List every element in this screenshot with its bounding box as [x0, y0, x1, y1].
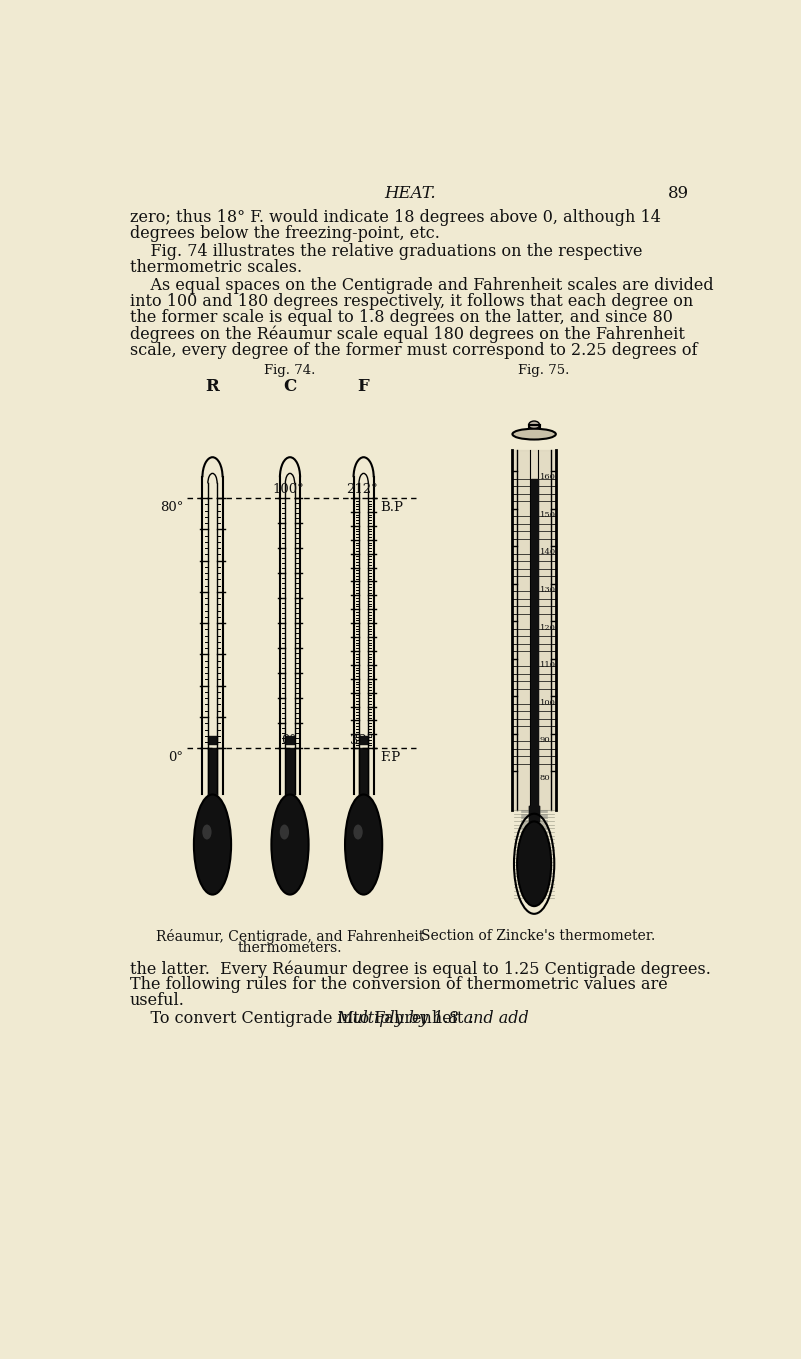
Ellipse shape [194, 795, 231, 894]
Text: 120: 120 [540, 624, 555, 632]
Ellipse shape [280, 825, 289, 840]
Text: 80: 80 [540, 773, 550, 781]
Text: 140: 140 [540, 549, 556, 556]
Text: 80°: 80° [159, 501, 183, 514]
Text: thermometric scales.: thermometric scales. [130, 260, 302, 276]
Text: 100: 100 [540, 699, 555, 707]
Text: 130: 130 [540, 586, 556, 594]
Text: thermometers.: thermometers. [238, 940, 342, 955]
Text: 32°: 32° [350, 734, 374, 746]
Text: scale, every degree of the former must correspond to 2.25 degrees of: scale, every degree of the former must c… [130, 341, 697, 359]
Text: 100°: 100° [272, 484, 304, 496]
Ellipse shape [345, 795, 382, 894]
Text: 89: 89 [668, 185, 689, 201]
Text: Section of Zincke's thermometer.: Section of Zincke's thermometer. [421, 930, 655, 943]
Text: the former scale is equal to 1.8 degrees on the latter, and since 80: the former scale is equal to 1.8 degrees… [130, 310, 673, 326]
Text: B.P: B.P [380, 501, 403, 514]
Ellipse shape [529, 421, 540, 428]
Text: into 100 and 180 degrees respectively, it follows that each degree on: into 100 and 180 degrees respectively, i… [130, 294, 693, 310]
Text: 110: 110 [540, 660, 556, 669]
Text: C: C [284, 378, 296, 395]
Text: Réaumur, Centigrade, and Fahrenheit: Réaumur, Centigrade, and Fahrenheit [156, 930, 424, 945]
Text: Fig. 74.: Fig. 74. [264, 364, 316, 376]
Ellipse shape [353, 825, 363, 840]
Text: F.P: F.P [380, 752, 400, 764]
Text: 212°: 212° [346, 484, 378, 496]
Text: 90: 90 [540, 737, 550, 745]
Text: zero; thus 18° F. would indicate 18 degrees above 0, although 14: zero; thus 18° F. would indicate 18 degr… [130, 209, 661, 227]
Text: useful.: useful. [130, 992, 184, 1010]
Text: 0°: 0° [281, 734, 296, 746]
Ellipse shape [517, 821, 551, 906]
Text: To convert Centigrade into Fahrenheit :: To convert Centigrade into Fahrenheit : [130, 1010, 478, 1027]
Text: 160: 160 [540, 473, 555, 481]
Text: degrees on the Réaumur scale equal 180 degrees on the Fahrenheit: degrees on the Réaumur scale equal 180 d… [130, 326, 684, 342]
Text: The following rules for the conversion of thermometric values are: The following rules for the conversion o… [130, 976, 667, 993]
Text: Multiply by 1.8 and add: Multiply by 1.8 and add [336, 1010, 529, 1027]
Ellipse shape [513, 428, 556, 439]
Ellipse shape [272, 795, 308, 894]
Ellipse shape [203, 825, 211, 840]
Text: 0°: 0° [168, 752, 183, 764]
Text: As equal spaces on the Centigrade and Fahrenheit scales are divided: As equal spaces on the Centigrade and Fa… [130, 277, 713, 294]
Text: 150: 150 [540, 511, 556, 519]
Text: Fig. 75.: Fig. 75. [517, 364, 570, 376]
Text: degrees below the freezing-point, etc.: degrees below the freezing-point, etc. [130, 226, 440, 242]
Text: the latter.  Every Réaumur degree is equal to 1.25 Centigrade degrees.: the latter. Every Réaumur degree is equa… [130, 959, 710, 977]
Text: HEAT.: HEAT. [384, 185, 436, 201]
Text: F: F [358, 378, 369, 395]
Text: R: R [206, 378, 219, 395]
Text: Fig. 74 illustrates the relative graduations on the respective: Fig. 74 illustrates the relative graduat… [130, 243, 642, 260]
